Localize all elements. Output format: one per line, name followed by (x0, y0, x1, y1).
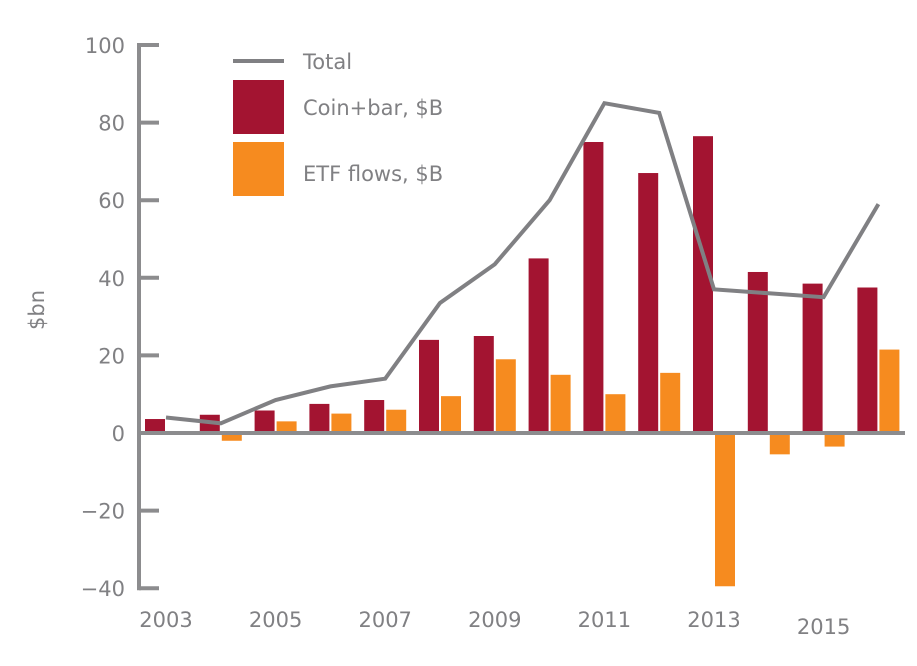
legend-label-etf-flows: ETF flows, $B (303, 162, 443, 186)
x-tick-label-2003: 2003 (139, 608, 192, 632)
coin-bar-2014 (747, 271, 768, 433)
x-tick-label-2005: 2005 (249, 608, 302, 632)
y-tick-label--20: −20 (81, 500, 125, 524)
coin-bar-2013 (693, 136, 713, 433)
coin-bar-2016 (857, 287, 878, 433)
coin-bar-2006 (309, 403, 330, 433)
bars-layer (145, 136, 900, 587)
coin-bar-2015 (802, 283, 823, 433)
etf-bar-2005 (276, 421, 297, 433)
x-tick-label-2015: 2015 (797, 615, 850, 639)
y-tick-label-20: 20 (98, 344, 125, 368)
total-line (165, 100, 881, 426)
y-tick-label-80: 80 (98, 112, 125, 136)
etf-bar-2012 (660, 372, 681, 433)
y-axis-label: $bn (25, 290, 49, 330)
etf-bar-2004 (221, 433, 242, 441)
x-tick-label-2011: 2011 (578, 608, 631, 632)
y-tick-label-60: 60 (98, 189, 125, 213)
coin-bar-2011 (583, 142, 604, 433)
etf-bar-2013 (715, 433, 735, 587)
coin-bar-2005 (254, 410, 275, 433)
coin-bar-2007 (364, 400, 385, 433)
legend-swatch-etf-flows (233, 142, 284, 196)
x-tick-label-2013: 2013 (687, 608, 740, 632)
etf-bar-2014 (769, 433, 790, 455)
legend: Total Coin+bar, $B ETF flows, $B (233, 50, 443, 196)
x-tick-label-2009: 2009 (468, 608, 521, 632)
y-tick-label-100: 100 (85, 34, 125, 58)
y-tick-label-40: 40 (98, 267, 125, 291)
y-tick-label-0: 0 (112, 422, 125, 446)
etf-bar-2011 (605, 394, 626, 433)
etf-bar-2010 (550, 374, 571, 433)
coin-bar-2009 (473, 336, 494, 433)
etf-bar-2008 (441, 396, 461, 433)
etf-bar-2015 (824, 433, 845, 447)
legend-label-total: Total (302, 50, 352, 74)
y-tick-label--40: −40 (81, 577, 125, 601)
axes-layer (137, 43, 905, 591)
legend-swatch-coin-bar (233, 80, 284, 134)
coin-bar-2003 (145, 419, 165, 433)
total-line-layer (165, 100, 881, 426)
coin-bar-2012 (638, 173, 659, 434)
coin-bar-2010 (528, 258, 549, 433)
etf-bar-2009 (495, 359, 516, 433)
legend-label-coin-bar: Coin+bar, $B (303, 96, 443, 120)
x-tick-label-2007: 2007 (358, 608, 411, 632)
etf-bar-2007 (386, 409, 407, 433)
etf-bar-2006 (331, 413, 352, 433)
etf-bar-2016 (879, 349, 900, 433)
tick-labels-layer: 100 80 60 40 20 0 −20 −40 2003 2005 2007 2009 2011 20… (81, 34, 851, 639)
coin-bar-2008 (419, 339, 439, 433)
